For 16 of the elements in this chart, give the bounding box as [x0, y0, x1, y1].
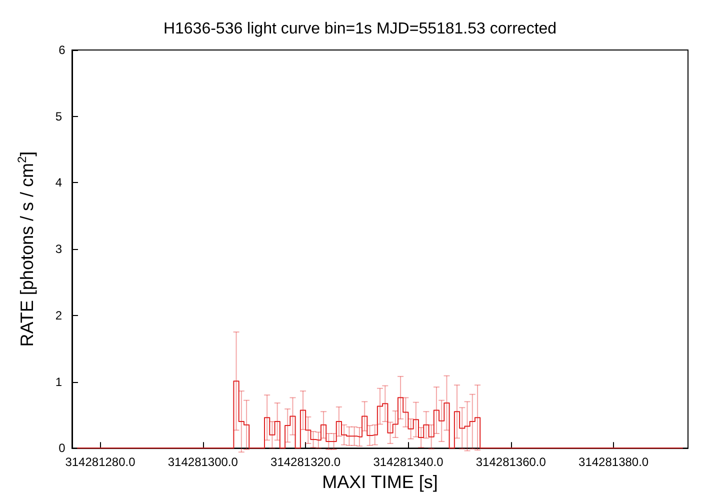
y-tick-label: 5: [55, 109, 62, 124]
x-tick-label: 314281380.0: [578, 455, 649, 470]
x-tick-label: 314281340.0: [373, 455, 444, 470]
y-tick-label: 2: [55, 308, 62, 322]
y-tick-label: 1: [55, 374, 62, 389]
y-tick-label: 4: [55, 176, 62, 190]
y-tick-label: 3: [55, 242, 62, 256]
x-tick-label: 314281280.0: [65, 455, 136, 470]
chart-title: H1636-536 light curve bin=1s MJD=55181.53 corrected: [163, 20, 557, 38]
x-tick-label: 314281320.0: [270, 455, 341, 470]
y-tick-label: 0: [58, 441, 66, 456]
y-axis-title: RATE [photons / s / cm2]: [15, 151, 37, 347]
x-tick-label: 314281300.0: [168, 455, 238, 470]
x-axis-title: MAXI TIME [s]: [322, 472, 438, 492]
x-tick-label: 314281360.0: [476, 455, 546, 470]
y-tick-label: 6: [58, 43, 66, 57]
